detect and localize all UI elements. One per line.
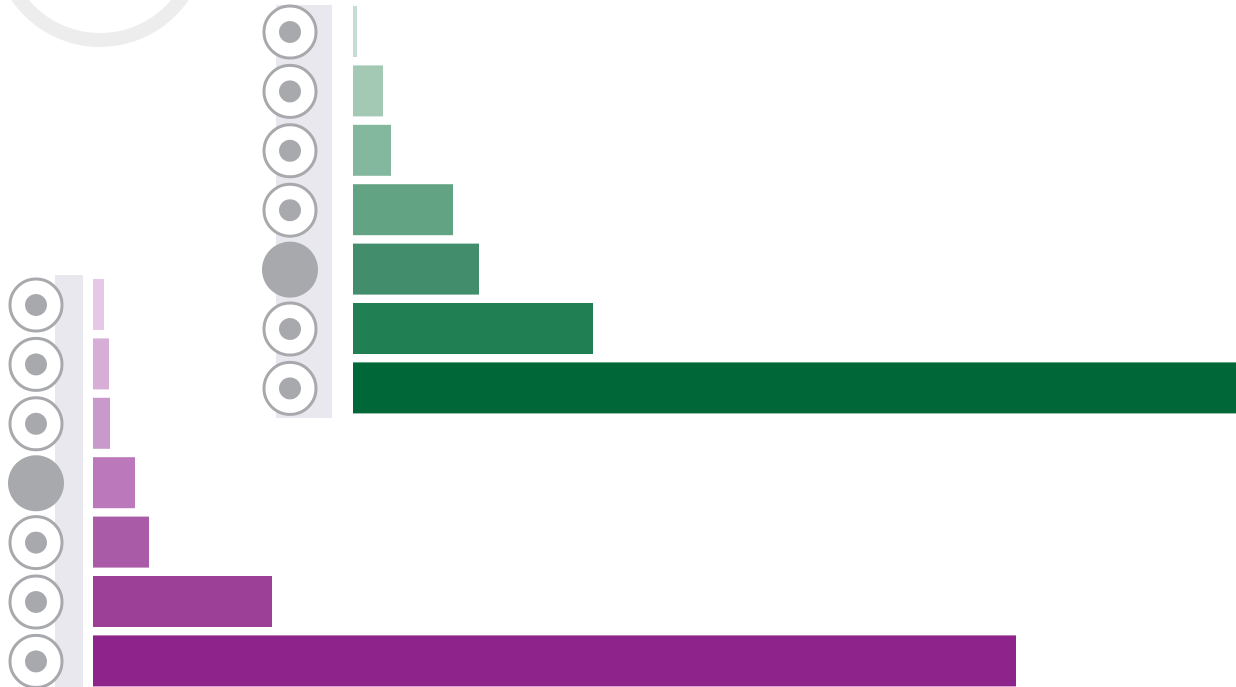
bar [353, 124, 391, 176]
bar [93, 338, 109, 390]
bar [93, 516, 149, 568]
icon-glyph [279, 139, 301, 162]
decor-arc [11, 0, 189, 47]
icon-glyph [25, 294, 47, 316]
bar [93, 576, 272, 627]
icon-glyph [25, 650, 47, 673]
bar [93, 279, 104, 330]
icon-glyph [279, 377, 301, 400]
bar [353, 65, 383, 117]
bar [353, 243, 479, 295]
icon-glyph [25, 412, 47, 435]
bar [353, 184, 453, 236]
icon-glyph [279, 199, 301, 222]
icon [8, 455, 64, 512]
bar [353, 362, 1236, 414]
icon-glyph [279, 318, 301, 340]
icon [262, 241, 318, 298]
bar [93, 457, 135, 509]
icon-glyph [25, 531, 47, 554]
icon-glyph [25, 591, 47, 613]
bar [353, 303, 593, 354]
icon-glyph [279, 80, 301, 103]
bar [353, 6, 357, 57]
icon-glyph [279, 21, 301, 43]
icon-glyph [25, 353, 47, 376]
bar [93, 397, 110, 449]
bar [93, 635, 1016, 687]
